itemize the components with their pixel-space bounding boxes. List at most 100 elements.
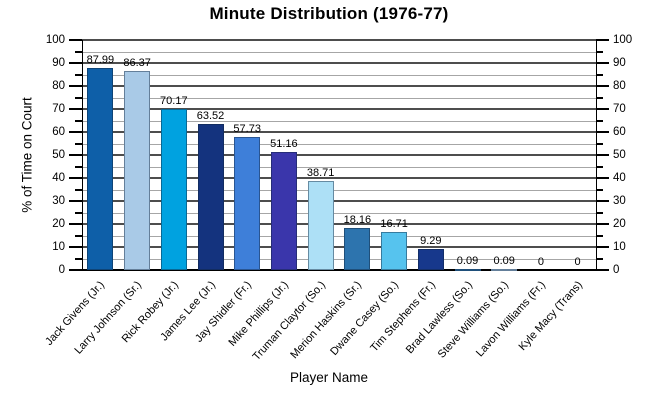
gridline-minor bbox=[82, 143, 596, 145]
y-tick-right bbox=[596, 200, 609, 202]
bar bbox=[87, 67, 114, 270]
bar-value-label: 18.16 bbox=[343, 214, 372, 227]
gridline-major bbox=[82, 108, 596, 110]
y-tick-label-left: 20 bbox=[52, 217, 65, 230]
y-tick-right bbox=[596, 165, 603, 168]
gridline-major bbox=[82, 200, 596, 202]
y-tick-label-right: 0 bbox=[613, 263, 620, 276]
gridline-minor bbox=[82, 51, 596, 53]
y-tick-left bbox=[75, 165, 82, 168]
y-tick-left bbox=[69, 269, 82, 271]
y-tick-left bbox=[69, 131, 82, 133]
bar-value-label: 0.09 bbox=[456, 255, 479, 267]
y-tick-label-left: 100 bbox=[45, 33, 65, 46]
y-tick-left bbox=[69, 200, 82, 202]
bar bbox=[270, 152, 297, 270]
y-tick-label-left: 50 bbox=[52, 148, 65, 161]
bar bbox=[491, 269, 518, 271]
gridline-minor bbox=[82, 212, 596, 214]
y-tick-right bbox=[596, 211, 603, 214]
y-tick-left bbox=[75, 188, 82, 191]
y-tick-right bbox=[596, 73, 603, 76]
y-tick-right bbox=[596, 131, 609, 133]
y-tick-right bbox=[596, 39, 609, 41]
bar bbox=[344, 228, 371, 270]
y-tick-right bbox=[596, 96, 603, 99]
y-tick-label-left: 10 bbox=[52, 240, 65, 253]
y-tick-right bbox=[596, 188, 603, 191]
gridline-major bbox=[82, 39, 596, 41]
gridline-minor bbox=[82, 166, 596, 168]
gridline-minor bbox=[82, 189, 596, 191]
y-tick-label-right: 80 bbox=[613, 79, 626, 92]
bar-value-label: 87.99 bbox=[86, 53, 115, 66]
y-tick-right bbox=[596, 119, 603, 122]
y-tick-right bbox=[596, 108, 609, 110]
y-tick-left bbox=[69, 154, 82, 156]
y-tick-right bbox=[596, 85, 609, 87]
y-tick-left bbox=[75, 73, 82, 76]
bar bbox=[381, 231, 408, 270]
y-tick-left bbox=[75, 119, 82, 122]
bar-value-label: 16.71 bbox=[380, 217, 408, 230]
y-tick-right bbox=[596, 269, 609, 271]
bar-value-label: 57.73 bbox=[233, 123, 261, 136]
gridline-major bbox=[82, 246, 596, 248]
y-tick-right bbox=[596, 142, 603, 145]
bar bbox=[454, 269, 481, 271]
y-tick-label-right: 100 bbox=[613, 33, 633, 46]
y-tick-left bbox=[75, 142, 82, 145]
bar bbox=[160, 108, 187, 270]
y-tick-label-left: 80 bbox=[52, 79, 65, 92]
y-tick-left bbox=[69, 39, 82, 41]
y-tick-left bbox=[75, 96, 82, 99]
y-tick-right bbox=[596, 177, 609, 179]
gridline-minor bbox=[82, 120, 596, 122]
y-tick-right bbox=[596, 50, 603, 53]
bar-value-label: 86.37 bbox=[123, 57, 151, 70]
bar-value-label: 0 bbox=[537, 256, 544, 268]
y-tick-label-left: 70 bbox=[52, 102, 65, 115]
y-tick-right bbox=[596, 246, 609, 248]
gridline-major bbox=[82, 85, 596, 87]
bar-value-label: 63.52 bbox=[196, 109, 225, 122]
y-tick-label-left: 0 bbox=[58, 263, 65, 276]
y-tick-label-left: 60 bbox=[52, 125, 65, 138]
bar-value-label: 51.16 bbox=[270, 138, 298, 151]
y-axis-left-spine bbox=[82, 40, 83, 270]
bar bbox=[234, 137, 261, 270]
gridline-minor bbox=[82, 74, 596, 76]
y-tick-left bbox=[69, 177, 82, 179]
bar-value-label: 0 bbox=[574, 256, 581, 268]
y-tick-right bbox=[596, 223, 609, 225]
y-tick-right bbox=[596, 257, 603, 260]
y-tick-left bbox=[69, 62, 82, 64]
bar bbox=[307, 181, 334, 270]
y-tick-right bbox=[596, 234, 603, 237]
bar bbox=[417, 248, 444, 270]
y-tick-left bbox=[75, 234, 82, 237]
y-tick-left bbox=[75, 50, 82, 53]
y-tick-right bbox=[596, 62, 609, 64]
gridline-major bbox=[82, 223, 596, 225]
y-tick-label-left: 40 bbox=[52, 171, 65, 184]
x-axis-line bbox=[81, 269, 597, 271]
y-tick-label-right: 90 bbox=[613, 56, 626, 69]
y-tick-label-right: 50 bbox=[613, 148, 626, 161]
gridline-major bbox=[82, 62, 596, 64]
y-tick-left bbox=[69, 85, 82, 87]
gridline-minor bbox=[82, 258, 596, 260]
y-tick-left bbox=[75, 211, 82, 214]
y-tick-left bbox=[75, 257, 82, 260]
y-tick-left bbox=[69, 246, 82, 248]
y-tick-label-left: 30 bbox=[52, 194, 65, 207]
gridline-major bbox=[82, 177, 596, 179]
bar bbox=[124, 71, 151, 270]
gridline-major bbox=[82, 154, 596, 156]
y-tick-left bbox=[69, 223, 82, 225]
y-tick-label-right: 30 bbox=[613, 194, 626, 207]
y-tick-label-right: 10 bbox=[613, 240, 626, 253]
y-tick-label-right: 60 bbox=[613, 125, 626, 138]
bar-value-label: 9.29 bbox=[420, 234, 442, 247]
